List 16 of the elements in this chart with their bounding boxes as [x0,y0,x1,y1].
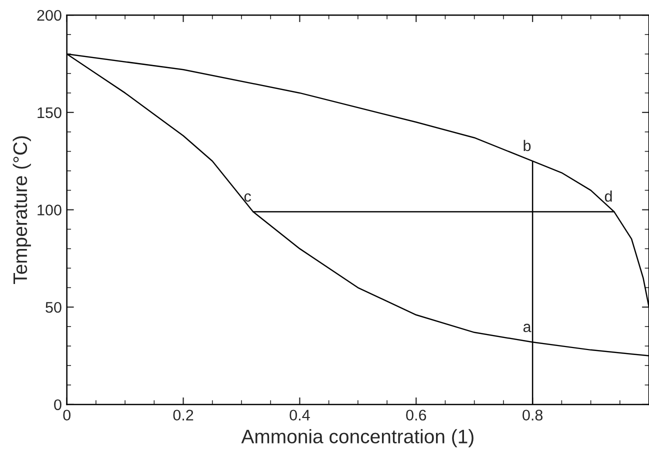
x-tick-label: 0.8 [522,410,543,421]
x-tick-label: 0.2 [173,410,194,421]
y-tick-label: 200 [37,10,62,21]
x-axis-title: Ammonia concentration (1) [241,429,474,448]
y-axis-title: Temperature (°C) [12,136,31,284]
x-tick-label: 0.4 [290,410,310,421]
annotation: b [524,140,531,152]
annotation: d [604,190,612,202]
annotation: c [244,193,251,202]
annotation: a [523,324,532,332]
x-tick-label: 0.6 [406,410,426,421]
y-tick-label: 100 [38,204,62,216]
x-tick-label: 0 [63,410,70,421]
y-tick-label: 50 [46,302,62,313]
y-tick-label: 0 [54,399,62,410]
y-tick-label: 150 [38,107,62,118]
